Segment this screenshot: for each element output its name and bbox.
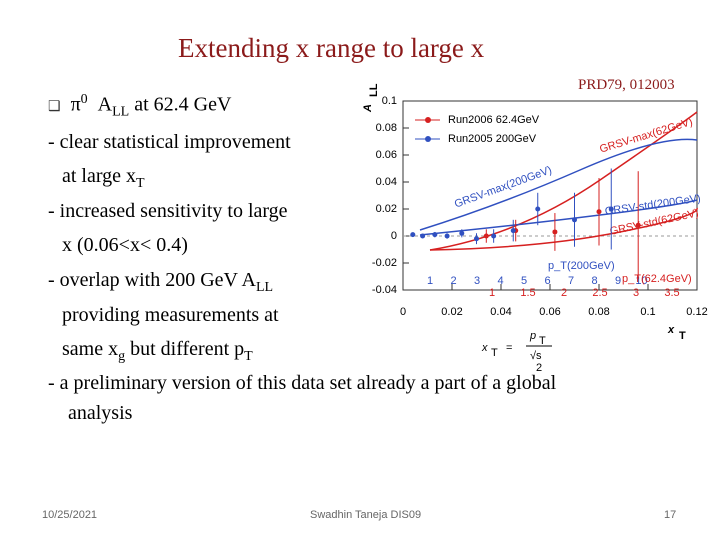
legend-marker bbox=[425, 136, 431, 142]
y-tick-label: 0.04 bbox=[376, 176, 397, 188]
data-point bbox=[483, 233, 489, 239]
text: - overlap with 200 GeV A bbox=[48, 269, 256, 291]
pt-scale-tick: 2 bbox=[450, 275, 456, 287]
data-point bbox=[635, 222, 641, 228]
bullet: ❑ π0 ALL at 62.4 GeV bbox=[48, 92, 231, 121]
data-point bbox=[596, 209, 602, 215]
text: LL bbox=[112, 104, 130, 120]
y-tick-label: 0.06 bbox=[376, 149, 397, 161]
text: x (0.06<x< 0.4) bbox=[62, 234, 188, 256]
data-point bbox=[535, 206, 541, 212]
legend-label: Run2005 200GeV bbox=[448, 133, 537, 145]
data-point bbox=[491, 233, 497, 239]
x-tick-label: 0.1 bbox=[640, 306, 655, 318]
pt-scale-tick: 3 bbox=[474, 275, 480, 287]
y-tick-label: 0.08 bbox=[376, 122, 397, 134]
data-point bbox=[572, 217, 577, 223]
formula: = bbox=[506, 342, 512, 354]
x-axis-title-sub: T bbox=[679, 330, 686, 342]
text: same xg but different pT bbox=[62, 338, 253, 365]
text: at large xT bbox=[62, 165, 145, 192]
text: π bbox=[70, 93, 81, 116]
text: - overlap with 200 GeV ALL bbox=[48, 269, 273, 296]
formula: T bbox=[491, 347, 498, 359]
text: analysis bbox=[68, 402, 133, 424]
data-point bbox=[410, 232, 416, 238]
y-tick-label: 0.1 bbox=[382, 95, 397, 107]
bullet-icon: ❑ bbox=[48, 99, 61, 115]
y-axis-title-sub: LL bbox=[368, 83, 380, 97]
text: T bbox=[136, 176, 145, 191]
text: same x bbox=[62, 338, 119, 360]
footer-date: 10/25/2021 bbox=[42, 509, 98, 521]
data-point bbox=[608, 206, 614, 212]
footer-author: Swadhin Taneja DIS09 bbox=[310, 509, 422, 521]
text: providing measurements at bbox=[62, 304, 279, 326]
data-point bbox=[420, 233, 426, 239]
y-tick-label: -0.04 bbox=[372, 284, 397, 296]
theory-curve bbox=[419, 199, 698, 236]
formula: T bbox=[539, 335, 546, 347]
data-point bbox=[444, 233, 450, 239]
title: Extending x range to large x bbox=[178, 33, 485, 63]
data-point bbox=[552, 229, 558, 235]
x-tick-label: 0.06 bbox=[539, 306, 560, 318]
text: - clear statistical improvement bbox=[48, 131, 291, 153]
pt-scale-tick: 2.5 bbox=[592, 287, 607, 299]
text: at 62.4 GeV bbox=[134, 93, 232, 116]
text: g bbox=[118, 349, 126, 364]
formula: x bbox=[481, 342, 488, 354]
x-tick-label: 0.04 bbox=[490, 306, 511, 318]
text: but different p bbox=[125, 338, 245, 360]
pt-scale-tick: 4 bbox=[497, 275, 503, 287]
pt-scale-tick: 5 bbox=[521, 275, 527, 287]
data-point bbox=[432, 232, 438, 238]
theory-curve bbox=[419, 138, 698, 231]
text: LL bbox=[255, 280, 274, 295]
pt-scale-label: p_T(62.4GeV) bbox=[622, 273, 692, 285]
pt-scale-tick: 3.5 bbox=[664, 287, 679, 299]
pt-scale-tick: 6 bbox=[544, 275, 550, 287]
reference: PRD79, 012003 bbox=[578, 77, 675, 93]
legend-label: Run2006 62.4GeV bbox=[448, 114, 540, 126]
legend-marker bbox=[425, 117, 431, 123]
y-axis-title: A bbox=[362, 104, 374, 113]
text: 0 bbox=[80, 92, 88, 107]
x-tick-label: 0.02 bbox=[441, 306, 462, 318]
y-tick-label: 0 bbox=[391, 230, 397, 242]
pt-scale-tick: 1.5 bbox=[520, 287, 535, 299]
data-point bbox=[474, 236, 479, 242]
text: A bbox=[97, 93, 113, 116]
y-tick-label: -0.02 bbox=[372, 257, 397, 269]
pt-scale-tick: 9 bbox=[615, 275, 621, 287]
x-tick-label: 0.12 bbox=[686, 306, 707, 318]
data-point bbox=[459, 230, 465, 236]
pt-scale-label: p_T(200GeV) bbox=[548, 260, 615, 272]
pt-scale-tick: 7 bbox=[568, 275, 574, 287]
text: - a preliminary version of this data set… bbox=[48, 372, 557, 394]
pt-scale-tick: 3 bbox=[633, 287, 639, 299]
pt-scale-tick: 1 bbox=[489, 287, 495, 299]
formula: √s bbox=[530, 350, 542, 362]
x-tick-label: 0 bbox=[400, 306, 406, 318]
pt-scale-tick: 8 bbox=[591, 275, 597, 287]
text: at large x bbox=[62, 165, 137, 187]
y-tick-label: 0.02 bbox=[376, 203, 397, 215]
page-number: 17 bbox=[664, 509, 677, 521]
text: T bbox=[244, 349, 253, 364]
theory-curve bbox=[429, 207, 698, 251]
text: - increased sensitivity to large bbox=[48, 200, 288, 222]
pt-scale-tick: 2 bbox=[561, 287, 567, 299]
data-point bbox=[510, 228, 516, 234]
pt-scale-tick: 1 bbox=[427, 275, 433, 287]
curve-label: GRSV-max(62GeV) bbox=[598, 116, 694, 156]
formula: 2 bbox=[536, 362, 542, 374]
x-tick-label: 0.08 bbox=[588, 306, 609, 318]
formula: p bbox=[529, 330, 536, 342]
x-axis-title: x bbox=[667, 324, 675, 336]
